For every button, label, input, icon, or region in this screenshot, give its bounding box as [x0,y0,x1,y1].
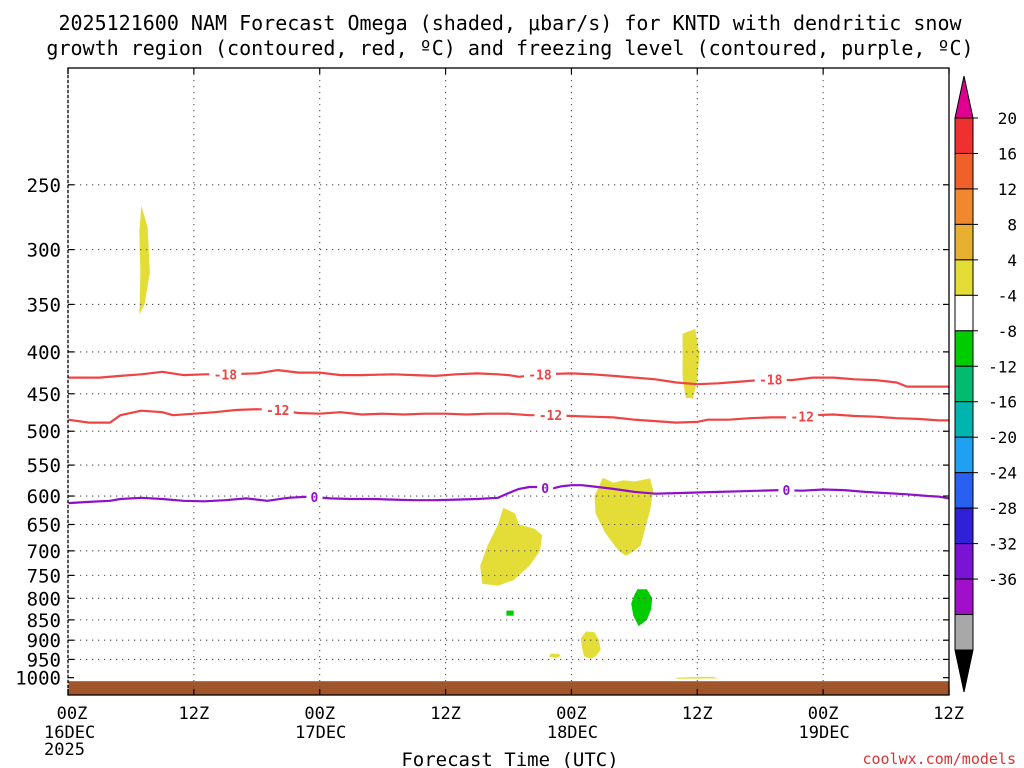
colorbar-segment [954,472,974,509]
omega-region-5 [549,653,561,658]
contour-line-2 [67,484,950,505]
colorbar-label: 4 [1007,251,1017,270]
x-tick-label: 12Z [178,704,209,724]
contour-label: -12 [266,404,289,419]
colorbar-segment [954,223,974,261]
contour-label-bg [778,482,795,499]
colorbar-segment [954,578,974,616]
x-tick-label: 00Z [57,704,88,724]
contour-label: 0 [783,484,791,499]
contour-label-bg [306,489,323,506]
colorbar-label: 12 [998,180,1017,199]
omega-region-2 [480,507,543,586]
omega-region-3 [594,477,654,556]
omega-region-0 [139,205,150,315]
contour-label-bg [786,408,819,425]
x-tick-label: 12Z [682,704,713,724]
contour-label-bg [261,401,294,418]
chart-title-line1: 2025121600 NAM Forecast Omega (shaded, μ… [58,11,962,35]
colorbar-label: -36 [988,570,1017,589]
y-tick-label: 400 [27,342,61,364]
colorbar-segment [954,259,974,296]
colorbar-segment [954,365,974,403]
chart-title-line2: growth region (contoured, red, ºC) and f… [46,36,973,60]
colorbar-label: -32 [988,535,1017,554]
y-tick-label: 650 [27,514,61,536]
colorbar-label: -20 [988,428,1017,447]
y-tick-label: 1000 [15,668,61,690]
contour-label-bg [534,407,567,424]
colorbar-segment [954,401,974,438]
x-tick-label: 00Z [808,704,839,724]
colorbar-label: -28 [988,499,1017,518]
contour-label-bg [754,371,787,388]
colorbar-segment [954,614,974,651]
colorbar-segment [954,507,974,545]
colorbar-segment [954,75,974,119]
omega-region-1 [682,328,700,399]
x-tick-date-label: 18DEC [547,723,598,743]
y-tick-label: 750 [27,565,61,587]
y-tick-label: 600 [27,486,61,508]
omega-region-6 [676,676,719,679]
x-tick-date-label: 16DEC [44,723,95,743]
watermark: coolwx.com/models [862,750,1016,768]
x-tick-label: 12Z [430,704,461,724]
y-tick-label: 700 [27,541,61,563]
x-axis-title: Forecast Time (UTC) [401,749,618,768]
contour-line-0 [68,369,949,388]
contour-label: 0 [541,482,549,497]
y-tick-label: 800 [27,588,61,610]
colorbar-label: 16 [998,144,1017,163]
colorbar-segment [954,117,974,154]
x-tick-label: 12Z [933,704,964,724]
omega-region-8 [506,610,514,616]
contour-label: -12 [790,410,813,425]
colorbar-segment [954,294,974,332]
x-tick-date-label: 19DEC [799,723,850,743]
colorbar-label: -16 [988,393,1017,412]
colorbar-label: 8 [1007,215,1017,234]
contour-label: -18 [759,373,783,388]
omega-region-7 [631,589,653,627]
colorbar-label: -8 [998,322,1017,341]
plot-frame [67,67,950,696]
y-tick-label: 900 [27,630,61,652]
x-tick-label: 00Z [304,704,335,724]
contour-label-bg [523,366,556,383]
colorbar-segment [954,330,974,367]
contour-label: -18 [528,368,552,383]
y-tick-label: 550 [27,455,61,477]
colorbar-label: -12 [988,357,1017,376]
colorbar-segment [954,649,974,693]
y-tick-label: 950 [27,649,61,671]
colorbar-label: -24 [988,464,1017,483]
colorbar: 20 16 12 8 4 -4 -8 -12 -16 -20 -24 -28 -32 -36 [954,75,1017,693]
contour-label: 0 [311,491,319,506]
y-tick-label: 300 [27,240,61,262]
colorbar-segment [954,543,974,580]
terrain-band [68,681,949,695]
y-tick-label: 250 [27,175,61,197]
y-tick-label: 350 [27,294,61,316]
colorbar-segment [954,188,974,225]
omega-region-4 [580,631,601,659]
y-tick-label: 450 [27,384,61,406]
colorbar-segment [954,152,974,190]
colorbar-label: 20 [998,109,1017,128]
x-tick-label: 00Z [556,704,587,724]
x-tick-year-label: 2025 [44,740,85,760]
y-tick-label: 850 [27,610,61,632]
contour-label: -18 [214,368,238,383]
contour-label: -12 [539,409,562,424]
y-tick-label: 500 [27,421,61,443]
contour-label-bg [537,479,554,496]
colorbar-label: -4 [998,286,1017,305]
contour-label-bg [209,366,242,383]
x-tick-date-label: 17DEC [295,723,346,743]
plot-area: -18 -18 -18 -12 -12 -12 0 0 0 250 300 350 400 450 500 5… [15,67,1017,760]
colorbar-segment [954,436,974,474]
